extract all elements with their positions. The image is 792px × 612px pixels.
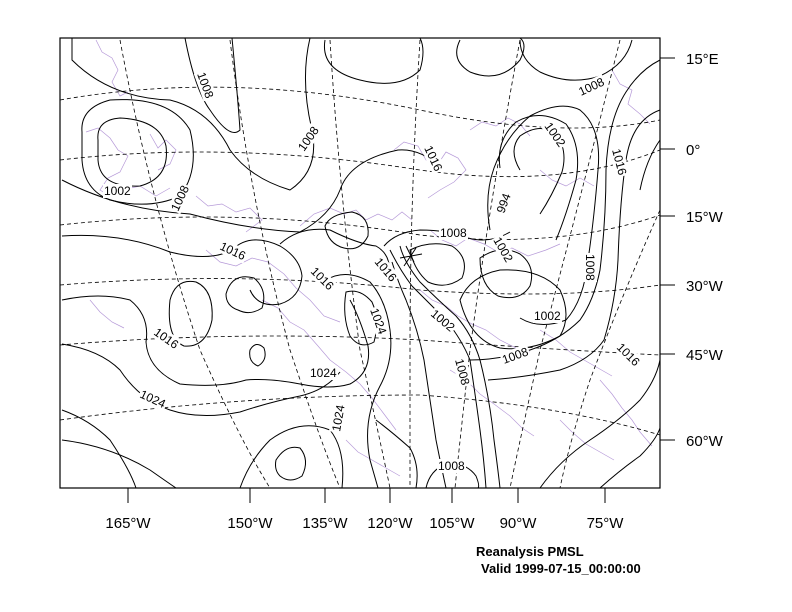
lon-label: 150°W — [227, 515, 273, 532]
contour-label-halo — [167, 181, 193, 215]
contour-label: 1024 — [329, 403, 347, 432]
contour-label-halo — [307, 263, 338, 294]
contour-label-halo — [451, 356, 473, 388]
lon-label: 75°W — [587, 515, 625, 532]
contour-label-halo — [437, 459, 467, 473]
contour-label-halo — [420, 142, 446, 175]
contour-label: 1008 — [438, 459, 465, 473]
contour-label-halo — [499, 344, 532, 368]
contour-label-halo — [294, 122, 323, 155]
contour-label: 1002 — [534, 309, 561, 323]
contour-label: 1008 — [583, 254, 597, 281]
contour-label-halo — [371, 254, 401, 286]
contour-label-halo — [583, 253, 597, 283]
lat-label: 15°E — [686, 51, 719, 68]
lat-label: 45°W — [686, 347, 724, 364]
contour-label-halo — [136, 386, 170, 412]
isobars — [61, 37, 661, 489]
contour-label: 1002 — [104, 184, 131, 198]
lon-label: 120°W — [367, 515, 413, 532]
contour-label-halo — [150, 324, 183, 353]
lat-label: 0° — [686, 142, 700, 159]
contour-label-halo — [608, 146, 630, 178]
contour-label: 1008 — [500, 344, 530, 366]
lat-label: 60°W — [686, 433, 724, 450]
bottom-axis: 165°W 150°W 135°W 120°W 105°W 90°W 75°W — [105, 488, 624, 532]
low-center-marker — [399, 245, 423, 267]
contour-label-halo — [193, 69, 217, 102]
lon-label: 90°W — [500, 515, 538, 532]
contour-label: 994 — [494, 191, 514, 215]
right-axis: 15°E 0° 15°W 30°W 45°W 60°W — [660, 51, 724, 450]
map-frame — [59, 37, 661, 489]
contour-label-halo — [103, 184, 133, 198]
lat-label: 30°W — [686, 278, 724, 295]
contour-label-halo — [427, 305, 459, 336]
contour-label-halo — [328, 402, 348, 434]
contour-label-halo — [439, 226, 469, 240]
contour-label-halo — [216, 238, 250, 264]
contour-label-halo — [613, 339, 644, 370]
contour-label-halo — [575, 74, 608, 100]
graticule — [59, 39, 661, 489]
contour-label: 1016 — [609, 147, 630, 177]
contour-label-halo — [489, 233, 517, 266]
contour-label-halo — [533, 309, 563, 323]
valid-time: Valid 1999-07-15_00:00:00 — [481, 561, 641, 576]
lon-label: 105°W — [429, 515, 475, 532]
contour-label-halo — [540, 118, 570, 151]
lat-label: 15°W — [686, 209, 724, 226]
lon-label: 165°W — [105, 515, 151, 532]
contour-label-halo — [309, 366, 339, 380]
lon-label: 135°W — [302, 515, 348, 532]
contour-label: 1024 — [310, 366, 337, 380]
product-title: Reanalysis PMSL — [476, 544, 584, 559]
contour-label-halo — [366, 305, 390, 338]
contour-label: 1008 — [452, 357, 473, 387]
contour-label: 1008 — [440, 226, 467, 240]
contour-label-halo — [493, 190, 515, 216]
